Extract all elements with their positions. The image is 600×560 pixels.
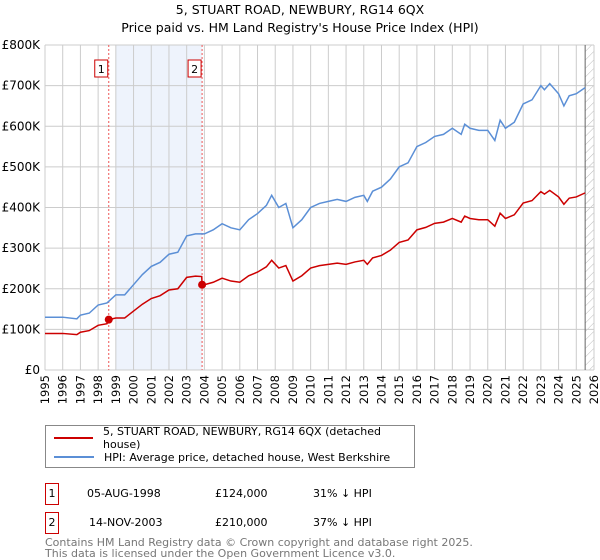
- sale-point: [104, 315, 113, 324]
- x-tick-label: 1997: [73, 375, 87, 404]
- x-tick-label: 2007: [251, 375, 265, 404]
- sale-label: 2: [191, 63, 198, 76]
- sale-label-box: [94, 59, 109, 78]
- legend-item-hpi: HPI: Average price, detached house, West…: [54, 450, 390, 464]
- hpi-line: [45, 82, 586, 320]
- sale-hpi-diff: 31% ↓ HPI: [313, 487, 372, 500]
- x-tick-label: 2008: [268, 375, 282, 404]
- y-tick-label: £200K: [2, 282, 42, 296]
- legend-line-red: [54, 437, 93, 439]
- x-tick-label: 2005: [215, 375, 229, 404]
- x-tick-label: 1996: [56, 375, 70, 404]
- y-tick-label: £500K: [2, 160, 42, 174]
- x-tick-label: 2009: [286, 375, 300, 404]
- x-tick-label: 2011: [321, 375, 335, 404]
- x-tick-label: 2001: [144, 375, 158, 404]
- x-tick-label: 2002: [162, 375, 176, 404]
- y-tick-label: £300K: [2, 241, 42, 255]
- y-tick-label: £100K: [2, 322, 42, 336]
- x-tick-label: 2000: [127, 375, 141, 404]
- x-tick-label: 1995: [38, 375, 52, 404]
- y-tick-label: £400K: [2, 201, 42, 215]
- y-tick-label: £600K: [2, 119, 42, 133]
- sale-label: 1: [98, 63, 105, 76]
- sale-point: [198, 280, 207, 289]
- sale-marker-badge: 2: [45, 512, 59, 534]
- footer-copyright: Contains HM Land Registry data © Crown c…: [45, 536, 473, 549]
- x-tick-label: 2013: [357, 375, 371, 404]
- x-tick-label: 2015: [392, 375, 406, 404]
- sale-price: £210,000: [215, 516, 268, 529]
- legend-line-blue: [54, 456, 94, 458]
- x-tick-label: 2003: [180, 375, 194, 404]
- y-tick-label: £700K: [2, 79, 42, 93]
- y-tick-label: £0: [25, 363, 40, 377]
- x-tick-label: 2010: [304, 375, 318, 404]
- price-paid-line: [45, 189, 586, 336]
- x-tick-label: 2017: [428, 375, 442, 404]
- footer-licence: This data is licensed under the Open Gov…: [45, 547, 396, 560]
- x-tick-label: 2025: [569, 375, 583, 404]
- sale-date: 14-NOV-2003: [89, 516, 163, 529]
- x-tick-label: 1999: [109, 375, 123, 404]
- x-tick-label: 2023: [534, 375, 548, 404]
- sale-marker-badge: 1: [45, 483, 59, 505]
- price-chart: 1995 1996 1997 1998 1999 2000 2001 2002 2003 2004…: [2, 38, 600, 404]
- sale-hpi-diff: 37% ↓ HPI: [313, 516, 372, 529]
- y-tick-label: £800K: [2, 38, 42, 52]
- legend-label: HPI: Average price, detached house, West…: [104, 450, 391, 464]
- chart-subtitle: Price paid vs. HM Land Registry's House …: [121, 20, 479, 35]
- x-tick-label: 2012: [339, 375, 353, 404]
- sale-price: £124,000: [215, 487, 268, 500]
- sale-date: 05-AUG-1998: [87, 487, 161, 500]
- legend-label: 5, STUART ROAD, NEWBURY, RG14 6QX (detac…: [103, 425, 381, 451]
- x-tick-label: 2026: [587, 375, 600, 404]
- legend: 5, STUART ROAD, NEWBURY, RG14 6QX (detac…: [45, 425, 415, 468]
- sale-label-box: [187, 59, 202, 78]
- x-tick-label: 2022: [516, 375, 530, 404]
- x-tick-label: 2006: [233, 375, 247, 404]
- chart-title: 5, STUART ROAD, NEWBURY, RG14 6QX: [175, 2, 425, 17]
- x-tick-label: 2004: [197, 375, 211, 404]
- x-tick-label: 2014: [374, 375, 388, 404]
- x-tick-label: 2019: [463, 375, 477, 404]
- x-tick-label: 2018: [445, 375, 459, 404]
- x-tick-label: 2016: [410, 375, 424, 404]
- x-tick-label: 1998: [91, 375, 105, 404]
- x-tick-label: 2024: [552, 375, 566, 404]
- x-tick-label: 2021: [498, 375, 512, 404]
- legend-item-property: 5, STUART ROAD, NEWBURY, RG14 6QX (detac…: [54, 425, 414, 451]
- x-tick-label: 2020: [481, 375, 495, 404]
